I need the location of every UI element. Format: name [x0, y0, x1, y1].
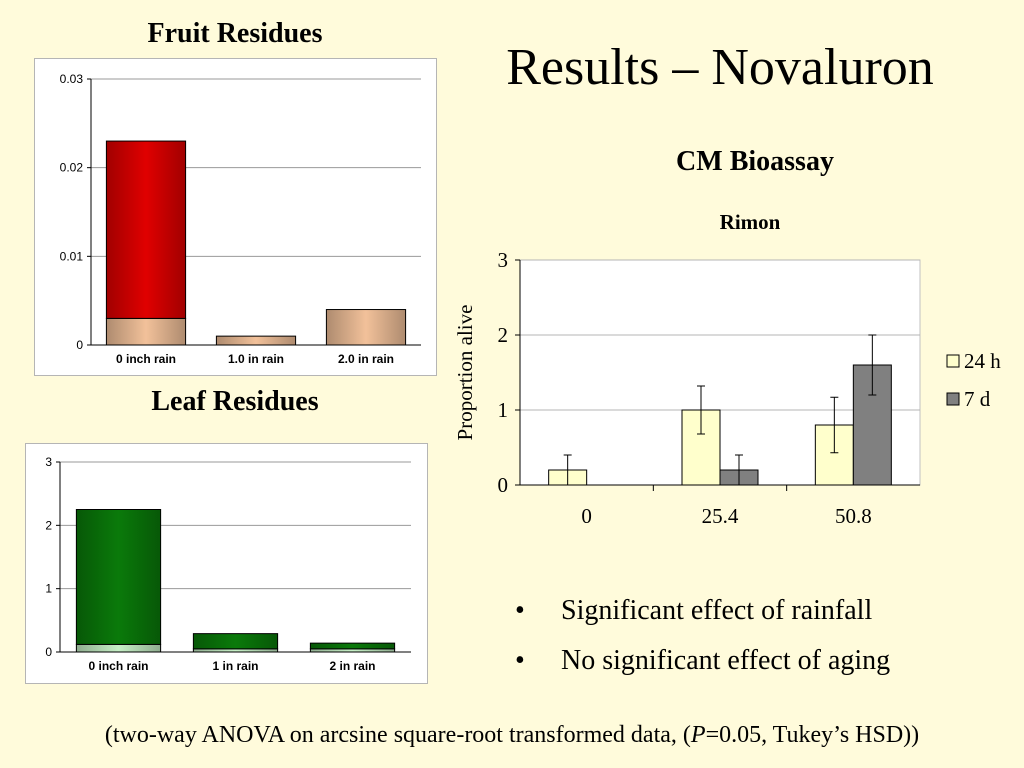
footnote-text-end: =0.05, Tukey’s HSD)): [705, 722, 920, 748]
y-tick-label: 0: [45, 645, 52, 659]
legend-swatch: [946, 354, 960, 368]
y-axis-label: Proportion alive: [453, 305, 477, 441]
x-tick-label: 0 inch rain: [88, 659, 148, 673]
legend-label: 7 d: [964, 387, 991, 411]
bullet-dot-icon: •: [515, 645, 525, 676]
fruit-residues-chart: 0 0.01 0.02 0.03 0 inch rain 1.0 in rain 2.0 i…: [60, 72, 421, 366]
leaf-residues-chart: 0 1 2 3 0 inch rain 1 in rain 2 in rain: [45, 455, 411, 673]
footnote-p: P: [690, 722, 706, 748]
bar-segment: [75, 509, 162, 645]
x-tick-label: 1 in rain: [212, 659, 258, 673]
bullet-dot-icon: •: [515, 595, 525, 626]
x-tick-label: 2 in rain: [329, 659, 375, 673]
bullet-text: No significant effect of aging: [561, 645, 891, 676]
legend-swatch: [946, 392, 960, 406]
slide-title: Results – Novaluron: [506, 39, 934, 96]
x-tick-label: 1.0 in rain: [228, 352, 284, 366]
y-tick-label: 1: [45, 582, 52, 596]
y-tick-label: 2: [45, 518, 52, 532]
y-tick-label: 2: [498, 323, 509, 347]
bar-segment: [215, 335, 297, 346]
bar-segment: [192, 633, 279, 650]
x-tick-label: 0 inch rain: [116, 352, 176, 366]
leaf-residues-heading: Leaf Residues: [151, 386, 319, 417]
x-tick-label: 0: [581, 504, 592, 528]
legend-label: 24 h: [964, 349, 1001, 373]
bar-segment: [105, 140, 187, 319]
bullet-item: • No significant effect of aging: [515, 636, 995, 686]
x-tick-label: 50.8: [835, 504, 872, 528]
y-tick-label: 0: [76, 338, 83, 352]
bullet-item: • Significant effect of rainfall: [515, 586, 995, 636]
y-tick-label: 3: [498, 248, 509, 272]
fruit-residues-heading: Fruit Residues: [147, 18, 323, 49]
footnote-text: (two-way ANOVA on arcsine square-root tr…: [104, 722, 691, 748]
y-tick-label: 1: [498, 398, 509, 422]
bar-segment: [105, 317, 187, 346]
bullet-text: Significant effect of rainfall: [561, 595, 873, 626]
y-tick-label: 0.03: [60, 72, 84, 86]
bar-segment: [75, 643, 162, 653]
footnote: (two-way ANOVA on arcsine square-root tr…: [0, 722, 1024, 749]
y-tick-label: 0.01: [60, 249, 84, 263]
leaf-chart-panel: 0 1 2 3 0 inch rain 1 in rain 2 in rain: [25, 443, 428, 684]
chart-title: Rimon: [720, 210, 781, 234]
x-tick-label: 25.4: [702, 504, 739, 528]
cm-bioassay-chart: Rimon 0 1 2 3 Proportion alive 0 25.4 50.8 24 h 7 …: [453, 210, 1001, 528]
bullet-list: • Significant effect of rainfall • No si…: [515, 586, 995, 686]
cm-bioassay-heading: CM Bioassay: [676, 146, 834, 177]
y-tick-label: 0.02: [60, 161, 84, 175]
bar-segment: [325, 309, 407, 346]
bar-segment: [309, 642, 396, 650]
y-tick-label: 3: [45, 455, 52, 469]
x-tick-label: 2.0 in rain: [338, 352, 394, 366]
y-tick-label: 0: [498, 473, 509, 497]
fruit-chart-panel: 0 0.01 0.02 0.03 0 inch rain 1.0 in rain 2.0 i…: [34, 58, 437, 376]
